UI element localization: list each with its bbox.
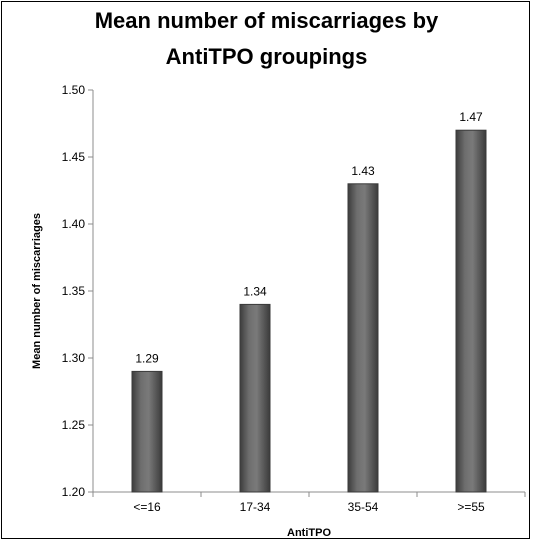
y-tick-label: 1.35 <box>62 284 86 298</box>
x-axis-title: AntiTPO <box>287 527 331 539</box>
chart-title-line-2: AntiTPO groupings <box>165 44 368 69</box>
bar-3 <box>347 183 379 493</box>
y-tick-label: 1.30 <box>62 351 86 365</box>
bar-4 <box>455 129 487 493</box>
data-label-1: 1.29 <box>135 351 159 365</box>
y-tick-label: 1.45 <box>62 150 86 164</box>
y-ticks: 1.20 1.25 1.30 1.35 1.40 1.45 1.50 <box>62 83 93 499</box>
bar-2 <box>239 303 271 493</box>
chart-title-line-1: Mean number of miscarriages by <box>94 8 439 33</box>
bar-1 <box>131 370 163 493</box>
data-labels: 1.29 1.34 1.43 1.47 <box>135 110 483 365</box>
x-tick-label: 17-34 <box>240 500 271 514</box>
x-ticks: <=16 17-34 35-54 >=55 <box>92 492 526 514</box>
data-label-2: 1.34 <box>243 284 267 298</box>
y-tick-label: 1.40 <box>62 217 86 231</box>
y-tick-label: 1.25 <box>62 418 86 432</box>
y-axis-title: Mean number of miscarriages <box>31 213 43 369</box>
data-label-4: 1.47 <box>459 110 483 124</box>
y-tick-label: 1.20 <box>62 485 86 499</box>
x-tick-label: <=16 <box>133 500 161 514</box>
y-tick-label: 1.50 <box>62 83 86 97</box>
data-label-3: 1.43 <box>351 164 375 178</box>
bars <box>131 129 487 493</box>
x-tick-label: >=55 <box>457 500 485 514</box>
x-tick-label: 35-54 <box>348 500 379 514</box>
